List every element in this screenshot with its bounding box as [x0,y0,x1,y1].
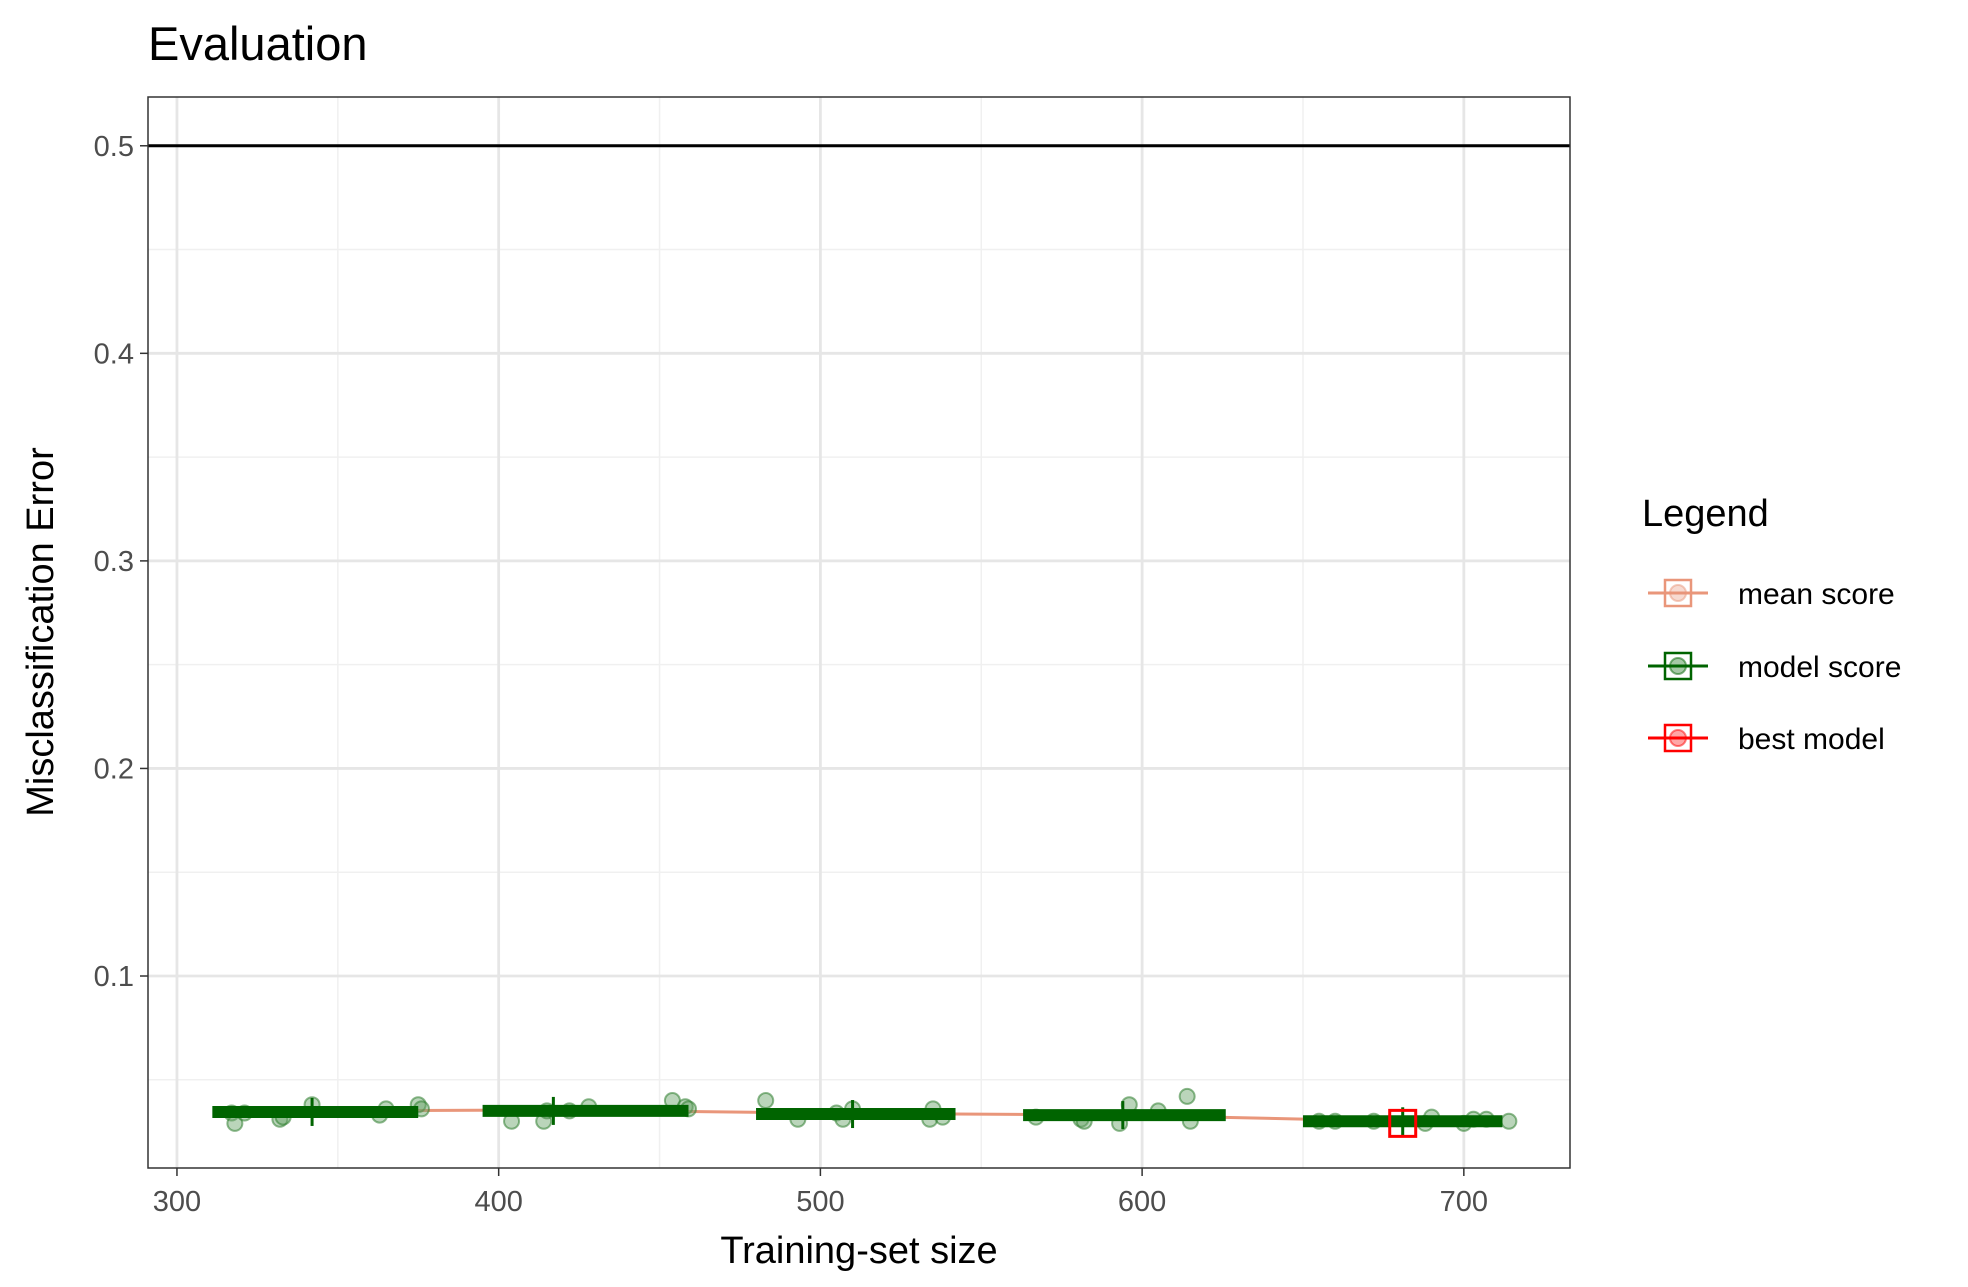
y-tick-label: 0.1 [94,961,134,993]
best-model-layer [1388,1108,1418,1138]
best-model-marker [1388,1108,1418,1138]
legend-label-mean-score: mean score [1738,578,1895,611]
x-axis-title: Training-set size [720,1230,997,1272]
grid [148,97,1570,1168]
x-tick-label: 400 [474,1186,522,1218]
x-tick-label: 600 [1118,1186,1166,1218]
legend-key-model-score [1648,651,1708,681]
legend-key-best-model [1648,723,1708,753]
y-tick-label: 0.3 [94,546,134,578]
y-axis-title: Misclassification Error [20,447,62,817]
legend-key-square [1663,578,1693,608]
panel-border [147,96,1571,1169]
x-axis-ticks: 300 400 500 600 700 [153,1168,1488,1218]
x-tick-label: 300 [153,1186,201,1218]
x-tick-label: 700 [1440,1186,1488,1218]
legend-key-mean-score [1648,578,1708,608]
legend-key-square [1663,651,1693,681]
model-score-point [1500,1112,1518,1130]
legend: Legend mean score model score best model [1642,493,1901,756]
y-tick-label: 0.5 [94,131,134,163]
legend-label-model-score: model score [1738,651,1901,684]
legend-title: Legend [1642,493,1769,535]
legend-key-point [1669,729,1687,747]
legend-key-point [1669,584,1687,602]
legend-key-point [1669,657,1687,675]
chart-title: Evaluation [148,17,368,70]
x-tick-label: 500 [796,1186,844,1218]
model-score-point [757,1092,775,1110]
y-tick-label: 0.2 [94,753,134,785]
legend-label-best-model: best model [1738,723,1885,756]
model-score-ranges-layer [212,1096,1503,1136]
y-tick-label: 0.4 [94,338,134,370]
model-score-point [1178,1087,1196,1105]
legend-keys [1648,578,1708,753]
legend-key-square [1663,723,1693,753]
y-axis-ticks: 0.1 0.2 0.3 0.4 0.5 [94,131,148,993]
